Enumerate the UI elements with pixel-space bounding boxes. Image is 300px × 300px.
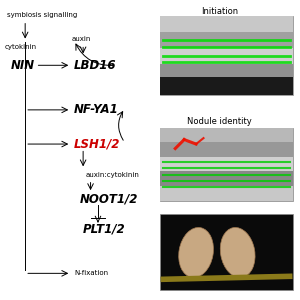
FancyBboxPatch shape [160, 171, 293, 186]
Text: N-fixation: N-fixation [74, 270, 108, 276]
Ellipse shape [179, 227, 214, 278]
FancyBboxPatch shape [160, 48, 293, 64]
FancyBboxPatch shape [160, 16, 293, 32]
Text: LBD16: LBD16 [74, 59, 117, 72]
Text: NIN: NIN [10, 59, 34, 72]
Text: LSH1/2: LSH1/2 [74, 138, 121, 151]
FancyBboxPatch shape [160, 186, 293, 200]
Ellipse shape [220, 227, 255, 278]
Text: Nodule identity: Nodule identity [188, 117, 252, 126]
Text: Initiation: Initiation [201, 7, 238, 16]
Text: symbiosis signalling: symbiosis signalling [7, 12, 78, 18]
Text: auxin:cytokinin: auxin:cytokinin [86, 172, 140, 178]
Text: cytokinin: cytokinin [4, 44, 37, 50]
FancyBboxPatch shape [160, 157, 293, 171]
FancyBboxPatch shape [160, 64, 293, 79]
FancyBboxPatch shape [160, 128, 293, 200]
FancyBboxPatch shape [160, 32, 293, 48]
Text: NOOT1/2: NOOT1/2 [80, 193, 139, 206]
FancyBboxPatch shape [160, 77, 293, 95]
FancyBboxPatch shape [160, 128, 293, 142]
FancyBboxPatch shape [160, 79, 293, 95]
FancyBboxPatch shape [160, 16, 293, 95]
FancyBboxPatch shape [160, 214, 293, 290]
Text: NF-YA1: NF-YA1 [74, 103, 119, 116]
Text: PLT1/2: PLT1/2 [83, 222, 126, 235]
Text: auxin: auxin [71, 35, 91, 41]
FancyBboxPatch shape [160, 142, 293, 157]
